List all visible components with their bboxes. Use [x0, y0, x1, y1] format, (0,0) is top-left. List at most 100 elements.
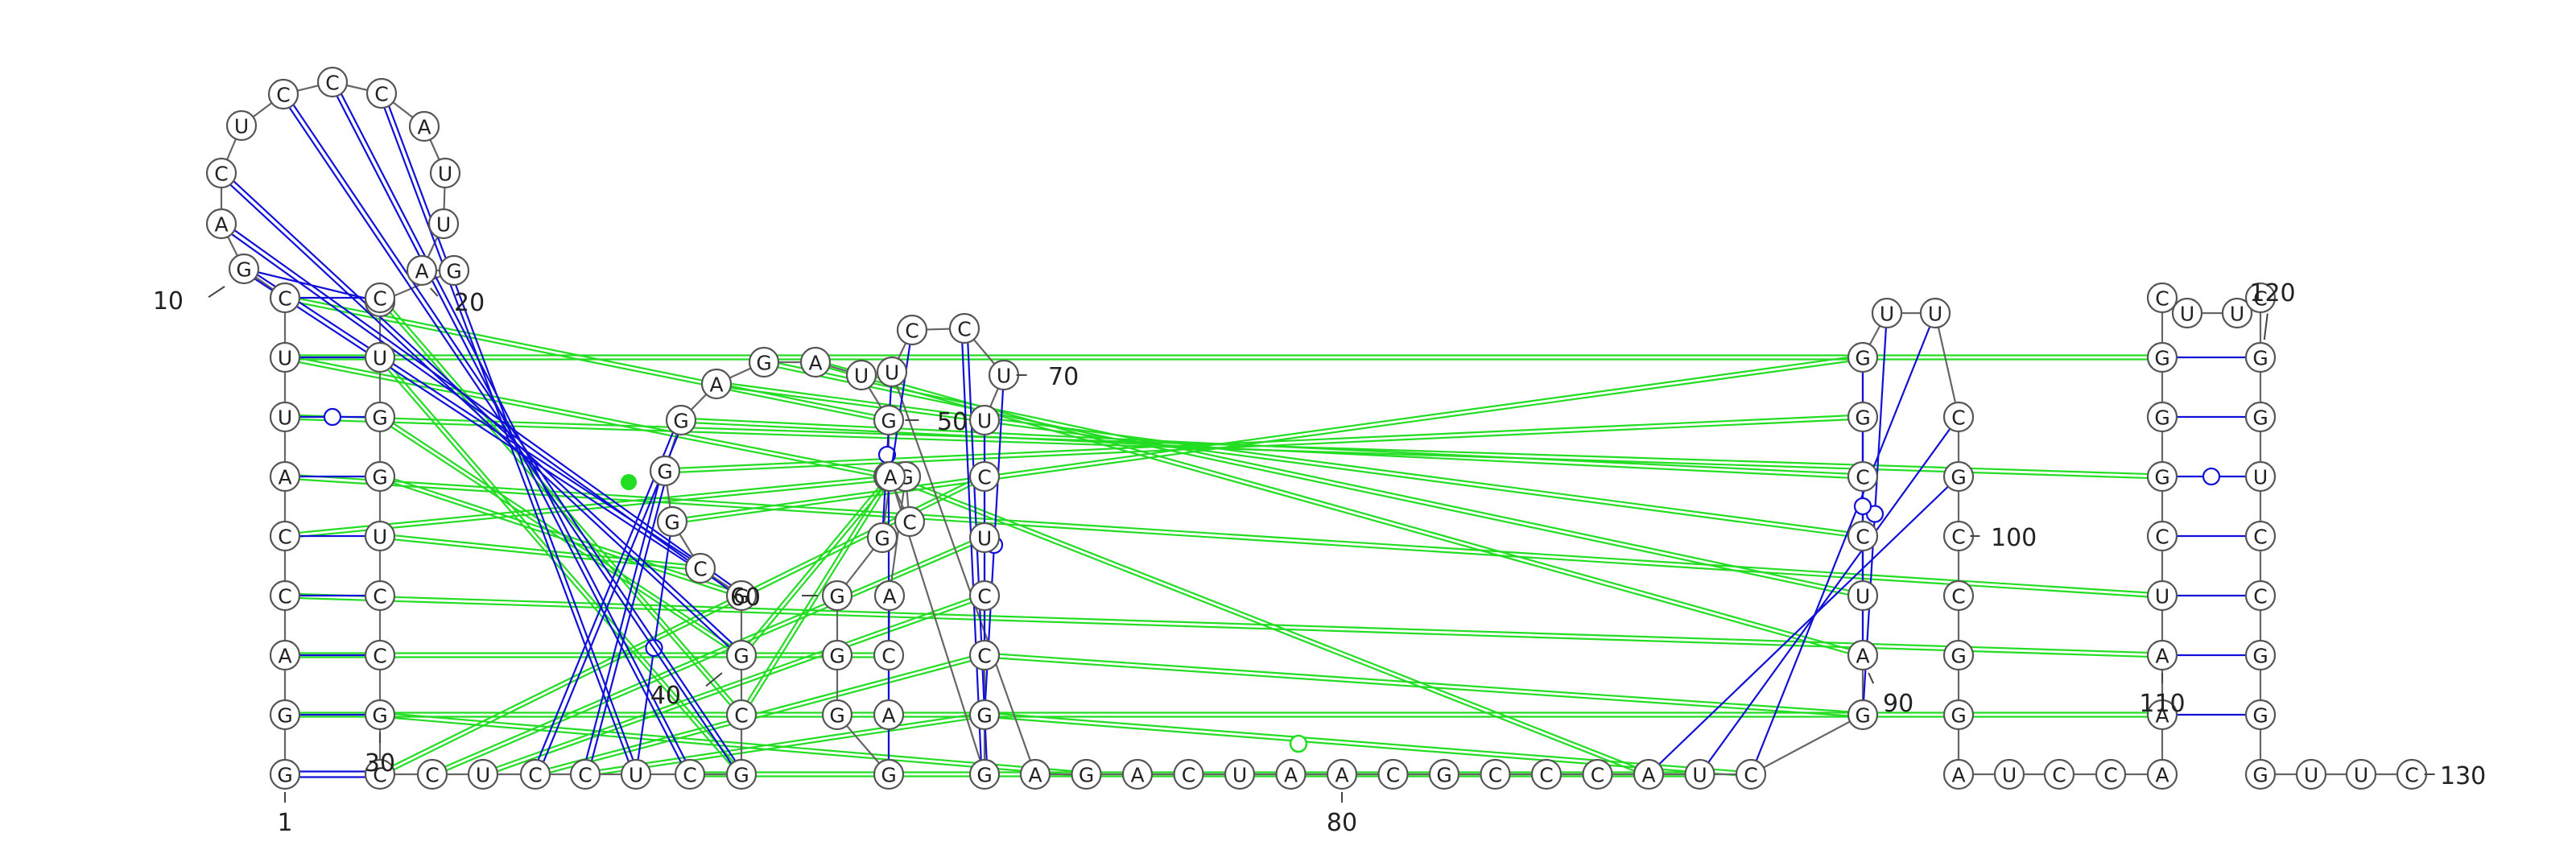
base-pair-line	[1749, 312, 1937, 775]
nucleotide-letter: A	[1856, 645, 1869, 668]
nucleotide-letter: G	[1436, 764, 1451, 787]
position-label: 50	[937, 408, 968, 436]
nucleotide-111: U	[2146, 580, 2178, 612]
nucleotide-102: G	[1942, 639, 1975, 671]
nucleotide-letter: A	[2155, 704, 2169, 728]
nucleotide-18: U	[429, 157, 461, 189]
nucleotide-letter: C	[325, 72, 339, 95]
nucleotide-11: A	[205, 208, 237, 240]
nucleotide-letter: U	[2180, 303, 2194, 326]
nucleotide-letter: G	[2154, 466, 2169, 489]
nucleotide-letter: G	[2252, 764, 2268, 787]
nucleotide-letter: C	[2253, 526, 2267, 549]
nucleotide-26: G	[364, 460, 396, 493]
nucleotide-letter: A	[709, 373, 723, 397]
interaction-line	[716, 381, 1864, 535]
wobble-pair-marker	[323, 407, 342, 427]
nucleotide-letter: C	[977, 585, 991, 608]
nucleotide-letter: U	[278, 347, 292, 370]
interaction-line	[284, 358, 889, 480]
nucleotide-121: G	[2244, 401, 2277, 433]
nucleotide-letter: G	[2154, 347, 2169, 370]
nucleotide-99: G	[1942, 460, 1975, 493]
tertiary-pair-line	[222, 221, 744, 595]
nucleotide-letter: U	[1232, 764, 1247, 787]
nucleotide-46: A	[700, 368, 733, 400]
interaction-line	[738, 475, 890, 715]
nucleotide-letter: U	[234, 115, 249, 138]
nucleotides: GGACCAUUCGACUCCCAUUAGACUGGUCCGCCUCCUCGCG…	[205, 66, 2428, 790]
nucleotide-letter: G	[446, 260, 461, 283]
nucleotide-letter: U	[1856, 585, 1870, 608]
nucleotide-64: G	[968, 699, 1001, 731]
nucleotide-123: C	[2244, 520, 2277, 552]
interaction-line	[763, 363, 1863, 599]
nucleotide-17: A	[408, 110, 440, 142]
interaction-line	[764, 359, 1864, 595]
nucleotide-48: A	[799, 346, 832, 378]
nucleotide-80: A	[1326, 758, 1358, 790]
nucleotide-97: U	[1919, 297, 1951, 329]
nucleotide-letter: C	[1488, 764, 1502, 787]
wobble-pair-marker	[2202, 467, 2221, 486]
nucleotide-letter: C	[2155, 287, 2169, 311]
nucleotide-75: G	[1071, 758, 1102, 790]
position-tick	[2263, 313, 2268, 340]
base-pair-line	[1648, 476, 1959, 775]
nucleotide-28: C	[364, 580, 396, 612]
nucleotide-61: G	[866, 522, 898, 554]
nucleotide-letter: G	[881, 764, 896, 787]
interaction-line	[889, 477, 1649, 778]
nucleotide-letter: U	[476, 764, 490, 787]
nucleotide-29: C	[364, 639, 396, 671]
interaction-line	[285, 295, 890, 419]
nucleotide-letter: C	[278, 585, 291, 608]
nucleotide-76: A	[1121, 758, 1154, 790]
nucleotide-letter: G	[372, 466, 387, 489]
nucleotide-letter: U	[885, 361, 899, 385]
nucleotide-43: G	[656, 505, 688, 538]
nucleotide-107: C	[2095, 758, 2127, 790]
nucleotide-71: C	[948, 312, 980, 344]
backbone-segment	[1934, 312, 1960, 418]
nucleotide-letter: C	[977, 645, 991, 668]
tertiary-pair-line	[333, 80, 693, 774]
interaction-line	[584, 712, 985, 773]
nucleotide-letter: A	[1951, 764, 1965, 787]
nucleotide-3: A	[269, 639, 301, 671]
position-label: 80	[1327, 809, 1357, 837]
nucleotide-letter: G	[829, 645, 844, 668]
nucleotide-55: C	[873, 639, 905, 671]
nucleotide-54: A	[873, 580, 906, 612]
nucleotide-47: G	[748, 346, 780, 378]
nucleotide-letter: C	[1591, 764, 1604, 787]
nucleotide-letter: C	[2253, 585, 2267, 608]
nucleotide-100: C	[1942, 520, 1975, 552]
position-tick	[705, 672, 723, 687]
nucleotide-35: C	[569, 758, 601, 790]
nucleotide-letter: G	[1951, 466, 1966, 489]
interaction-line	[379, 537, 700, 571]
nucleotide-88: C	[1735, 758, 1767, 790]
nucleotide-letter: A	[808, 352, 822, 375]
nucleotide-117: U	[2171, 297, 2203, 329]
nucleotide-79: A	[1275, 758, 1307, 790]
nucleotide-letter: C	[1951, 406, 1965, 430]
interaction-line	[378, 477, 741, 599]
position-label: 100	[1991, 524, 2037, 552]
nucleotide-82: G	[1428, 758, 1460, 790]
interaction-line	[381, 355, 744, 774]
nucleotide-58: G	[821, 699, 853, 731]
nucleotide-124: C	[2244, 580, 2277, 612]
nucleotide-8: U	[269, 341, 301, 373]
interaction-line	[742, 476, 894, 716]
position-tick	[1868, 672, 1875, 684]
nucleotide-65: C	[968, 639, 1001, 671]
nucleotide-letter: G	[733, 585, 749, 608]
interaction-line	[680, 421, 1863, 480]
nucleotide-letter: G	[1079, 764, 1094, 787]
nucleotide-letter: A	[1641, 764, 1655, 787]
tertiary-pair-line	[378, 93, 635, 776]
base-pair-line	[960, 328, 983, 775]
